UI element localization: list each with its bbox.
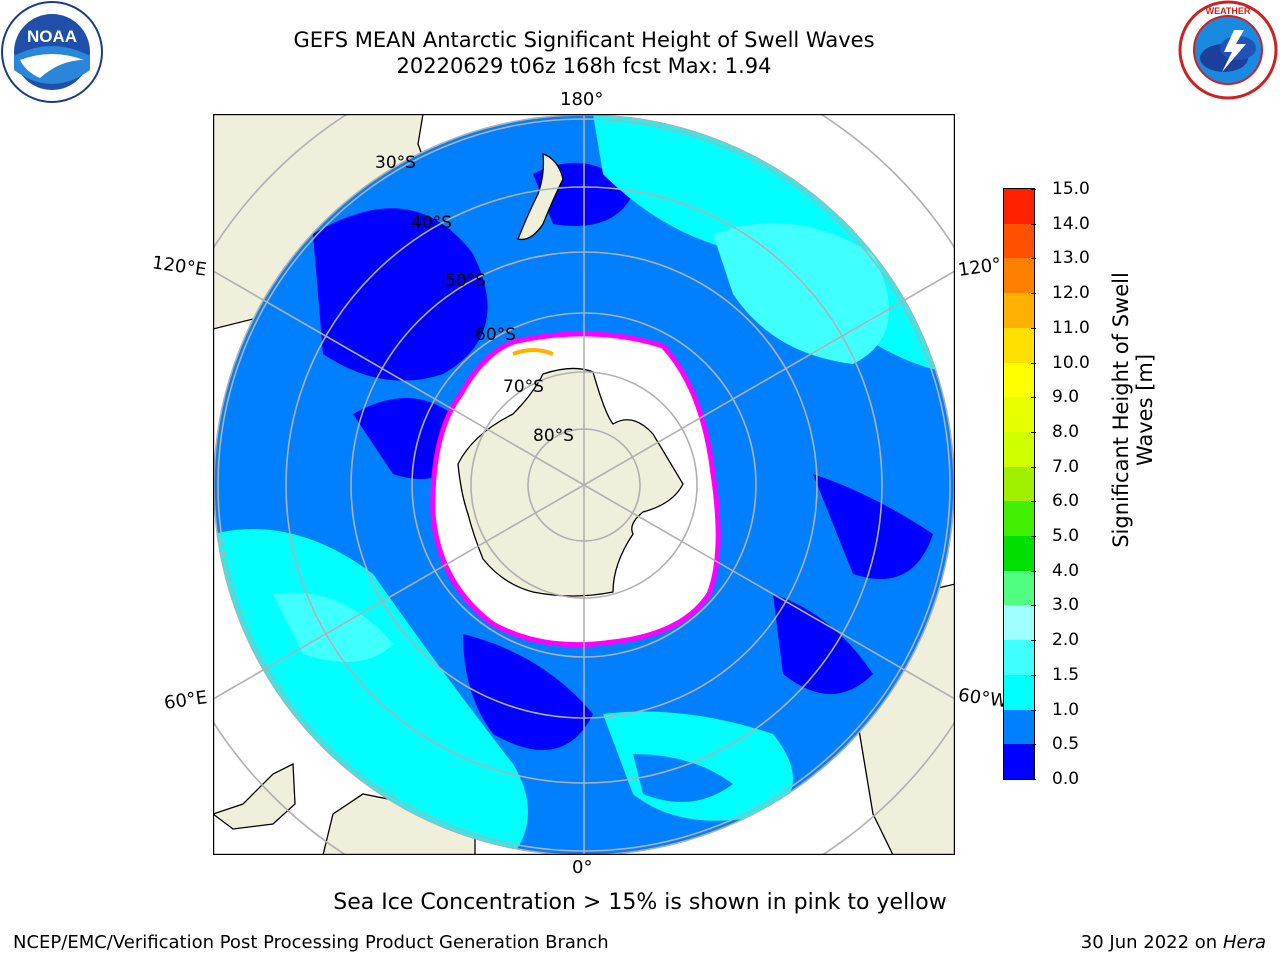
colorbar-tick-label: 8.0 — [1030, 422, 1079, 442]
lon-label-left-lower: 60°E — [162, 687, 209, 714]
footer-credit: NCEP/EMC/Verification Post Processing Pr… — [13, 932, 609, 953]
noaa-logo: NOAA — [1, 1, 103, 103]
colorbar-tick-label: 1.0 — [1030, 700, 1079, 720]
footer-date-text: 30 Jun 2022 on — [1080, 932, 1218, 953]
colorbar-tick-label: 12.0 — [1031, 283, 1090, 303]
colorbar-label: Significant Height of Swell Waves [m] — [1104, 185, 1162, 635]
svg-text:NOAA: NOAA — [27, 27, 77, 46]
chart-title: GEFS MEAN Antarctic Significant Height o… — [293, 28, 875, 52]
colorbar-label-line2: Waves [m] — [1133, 353, 1157, 467]
colorbar-tick-label: 6.0 — [1030, 491, 1079, 511]
colorbar-tick-label: 1.5 — [1030, 665, 1079, 685]
lon-label-top: 180° — [560, 89, 604, 110]
land-antarctica — [457, 367, 684, 597]
colorbar-segment — [1004, 535, 1034, 571]
colorbar-tick-label: 2.0 — [1030, 630, 1079, 650]
ocean-high-pale — [713, 222, 889, 364]
graticule — [213, 114, 955, 855]
colorbar-segment — [1004, 396, 1034, 432]
lat-label: 50°S — [445, 271, 486, 291]
map-svg: 30°S 40°S 50°S 60°S 70°S 80°S — [212, 113, 956, 856]
lat-label: 40°S — [411, 213, 452, 233]
colorbar-label-line1: Significant Height of Swell — [1109, 272, 1133, 548]
lon-label-left-upper: 120°E — [150, 252, 208, 281]
colorbar-tick-label: 14.0 — [1031, 214, 1090, 234]
colorbar-tick-label: 0.0 — [1030, 769, 1079, 789]
footer-date: 30 Jun 2022 on Hera — [1081, 932, 1266, 953]
colorbar-segment — [1004, 327, 1034, 363]
colorbar-segment — [1004, 604, 1034, 641]
colorbar-segment — [1004, 709, 1034, 745]
colorbar-segment — [1004, 292, 1034, 328]
ocean-low — [313, 208, 488, 381]
colorbar-tick-label: 10.0 — [1031, 353, 1090, 373]
svg-text:WEATHER: WEATHER — [1206, 6, 1251, 16]
colorbar-segment — [1004, 257, 1034, 294]
colorbar-tick-label: 13.0 — [1031, 248, 1090, 268]
footer-host: Hera — [1222, 932, 1266, 953]
lon-label-right-lower: 60°W — [956, 684, 1009, 713]
colorbar-tick-label: 9.0 — [1030, 387, 1079, 407]
lon-label-bottom: 0° — [572, 857, 593, 878]
chart-subtitle: 20220629 t06z 168h fcst Max: 1.94 — [396, 54, 772, 78]
colorbar-segment — [1004, 500, 1034, 537]
colorbar-segment — [1004, 639, 1034, 675]
colorbar-tick-label: 7.0 — [1030, 457, 1079, 477]
ocean-high-pale — [273, 592, 393, 662]
colorbar-tick-label: 5.0 — [1030, 526, 1079, 546]
colorbar-segment — [1004, 466, 1034, 502]
colorbar-segment — [1004, 188, 1034, 224]
lon-label-right-upper: 120° — [956, 254, 1003, 281]
colorbar — [1003, 188, 1035, 780]
colorbar-tick-label: 15.0 — [1031, 179, 1090, 199]
ocean-low — [463, 634, 593, 750]
ocean-low — [773, 594, 873, 694]
lat-label: 60°S — [475, 325, 516, 345]
ocean-low — [813, 474, 933, 579]
colorbar-segment — [1004, 743, 1034, 779]
colorbar-segment — [1004, 570, 1034, 606]
colorbar-tick-label: 11.0 — [1031, 318, 1090, 338]
colorbar-segment — [1004, 674, 1034, 710]
ocean-mid — [633, 754, 733, 802]
colorbar-segment — [1004, 431, 1034, 467]
colorbar-tick-label: 0.5 — [1030, 734, 1079, 754]
sea-ice-yellow — [512, 348, 554, 356]
nws-logo: WEATHER — [1178, 0, 1278, 100]
colorbar-segment — [1004, 362, 1034, 398]
colorbar-tick-label: 3.0 — [1030, 595, 1079, 615]
lat-label: 80°S — [533, 426, 574, 446]
colorbar-segment — [1004, 223, 1034, 259]
land-madagascar — [213, 762, 296, 830]
colorbar-tick-label: 4.0 — [1030, 561, 1079, 581]
lat-label: 70°S — [503, 377, 544, 397]
polar-map: 30°S 40°S 50°S 60°S 70°S 80°S — [212, 113, 956, 856]
sea-ice-note: Sea Ice Concentration > 15% is shown in … — [333, 890, 947, 915]
lat-label: 30°S — [375, 153, 416, 173]
